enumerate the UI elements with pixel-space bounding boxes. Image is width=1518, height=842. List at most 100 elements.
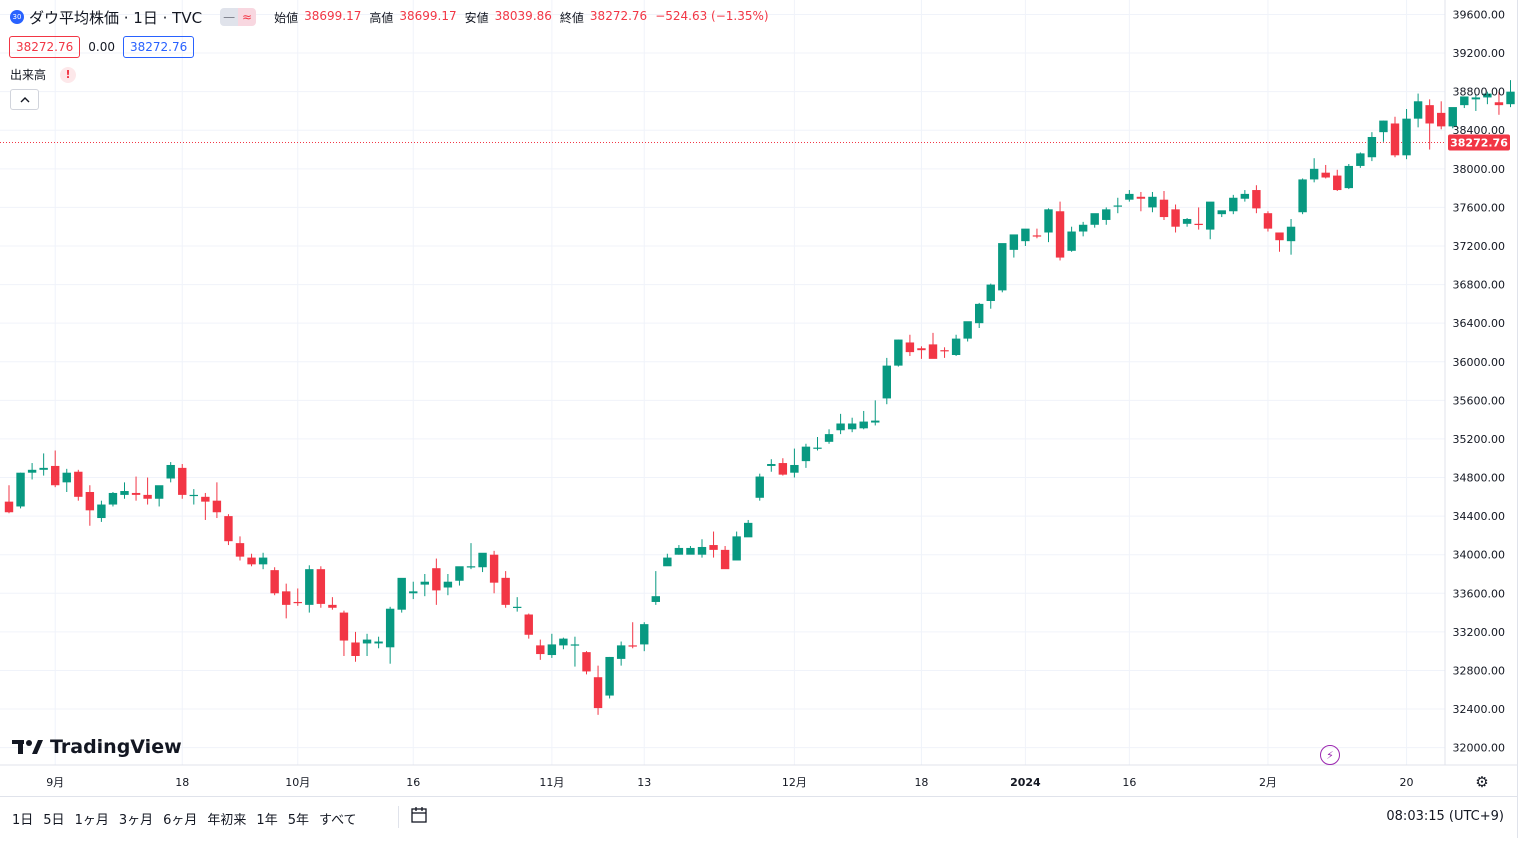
candle-body-down[interactable] [201, 497, 209, 502]
candle-body-up[interactable] [756, 477, 764, 498]
candle-body-up[interactable] [363, 640, 371, 644]
candle-body-up[interactable] [1218, 210, 1226, 214]
candle-body-up[interactable] [860, 422, 868, 429]
candle-body-down[interactable] [1322, 173, 1330, 178]
candle-body-up[interactable] [1402, 119, 1410, 156]
candle-body-down[interactable] [5, 502, 13, 513]
approx-icon[interactable]: ≈ [238, 8, 256, 26]
series-toggle[interactable]: — ≈ [220, 8, 256, 26]
candle-body-down[interactable] [86, 492, 94, 510]
candle-body-down[interactable] [1160, 200, 1168, 217]
candle-body-up[interactable] [698, 547, 706, 555]
candle-body-down[interactable] [294, 602, 302, 603]
candle-body-up[interactable] [444, 582, 452, 588]
ask-box[interactable]: 38272.76 [123, 36, 194, 58]
candle-body-up[interactable] [790, 465, 798, 473]
candle-body-down[interactable] [1056, 211, 1064, 257]
bid-box[interactable]: 38272.76 [9, 36, 80, 58]
candle-body-down[interactable] [247, 558, 255, 565]
candle-body-up[interactable] [1044, 209, 1052, 232]
candle-body-down[interactable] [317, 569, 325, 604]
candle-body-up[interactable] [305, 569, 313, 605]
candle-body-up[interactable] [259, 558, 267, 565]
candle-body-down[interactable] [721, 550, 729, 569]
candle-body-down[interactable] [432, 568, 440, 590]
candle-body-down[interactable] [132, 493, 140, 495]
candle-body-up[interactable] [1021, 229, 1029, 242]
candle-body-up[interactable] [1229, 198, 1237, 212]
candle-body-up[interactable] [1310, 169, 1318, 180]
candle-body-up[interactable] [998, 243, 1006, 290]
candle-body-down[interactable] [328, 605, 336, 608]
candle-body-up[interactable] [825, 434, 833, 442]
candle-body-up[interactable] [386, 609, 394, 648]
candle-body-up[interactable] [571, 644, 579, 645]
candle-body-down[interactable] [709, 545, 717, 550]
candle-body-up[interactable] [120, 491, 128, 495]
candle-body-up[interactable] [63, 473, 71, 483]
candle-body-up[interactable] [640, 624, 648, 644]
calendar-goto-icon[interactable] [410, 806, 430, 828]
clock-timezone[interactable]: 08:03:15 (UTC+9) [1386, 809, 1504, 824]
candle-body-up[interactable] [155, 485, 163, 499]
volume-label[interactable]: 出来高 [10, 66, 46, 83]
candle-body-down[interactable] [213, 501, 221, 513]
candle-body-down[interactable] [178, 468, 186, 495]
candle-body-up[interactable] [1102, 209, 1110, 220]
range-ytd[interactable]: 年初来 [204, 807, 249, 830]
candle-body-down[interactable] [1391, 123, 1399, 155]
range-6m[interactable]: 6ヶ月 [160, 807, 200, 830]
candle-body-up[interactable] [1368, 137, 1376, 157]
candle-body-down[interactable] [282, 591, 290, 605]
candle-body-down[interactable] [1264, 213, 1272, 228]
range-1y[interactable]: 1年 [253, 807, 280, 830]
candle-body-down[interactable] [1333, 176, 1341, 190]
candle-body-up[interactable] [605, 657, 613, 696]
candle-body-down[interactable] [1194, 224, 1202, 225]
candle-body-up[interactable] [39, 468, 47, 470]
candle-body-up[interactable] [732, 536, 740, 560]
candle-body-up[interactable] [548, 644, 556, 655]
candle-body-up[interactable] [16, 473, 24, 507]
candle-body-up[interactable] [848, 423, 856, 429]
candle-body-down[interactable] [779, 463, 787, 475]
candle-body-up[interactable] [1079, 225, 1087, 232]
candle-body-up[interactable] [1298, 179, 1306, 212]
candle-body-down[interactable] [351, 642, 359, 656]
candle-body-up[interactable] [467, 566, 475, 567]
candle-body-up[interactable] [952, 339, 960, 355]
candle-body-down[interactable] [582, 652, 590, 671]
range-5d[interactable]: 5日 [40, 807, 67, 830]
candle-body-up[interactable] [1183, 219, 1191, 224]
range-all[interactable]: すべて [316, 807, 360, 830]
candle-body-down[interactable] [340, 613, 348, 641]
candle-body-up[interactable] [478, 553, 486, 567]
candle-body-down[interactable] [1252, 190, 1260, 208]
candle-body-down[interactable] [236, 543, 244, 557]
candle-body-down[interactable] [929, 344, 937, 358]
candle-body-down[interactable] [490, 555, 498, 583]
candle-body-up[interactable] [767, 464, 775, 466]
candle-body-up[interactable] [1356, 153, 1364, 166]
candle-body-up[interactable] [1379, 121, 1387, 133]
candle-body-up[interactable] [167, 465, 175, 479]
candle-body-down[interactable] [629, 645, 637, 646]
candle-body-down[interactable] [143, 495, 151, 499]
candle-body-up[interactable] [398, 578, 406, 610]
candle-body-up[interactable] [1206, 202, 1214, 230]
candle-body-up[interactable] [97, 505, 105, 519]
candle-body-down[interactable] [51, 466, 59, 485]
symbol-title[interactable]: ダウ平均株価 · 1日 · TVC [29, 7, 202, 28]
candle-body-up[interactable] [455, 566, 463, 580]
candle-body-down[interactable] [270, 570, 278, 593]
candle-body-up[interactable] [28, 470, 36, 473]
range-5y[interactable]: 5年 [285, 807, 312, 830]
candle-body-up[interactable] [987, 285, 995, 301]
candle-body-down[interactable] [1495, 102, 1503, 105]
candle-body-up[interactable] [617, 645, 625, 659]
candle-body-up[interactable] [1506, 92, 1514, 105]
candle-body-down[interactable] [906, 342, 914, 352]
candle-body-up[interactable] [1114, 205, 1122, 206]
candle-body-down[interactable] [1171, 209, 1179, 226]
candle-body-up[interactable] [975, 304, 983, 323]
